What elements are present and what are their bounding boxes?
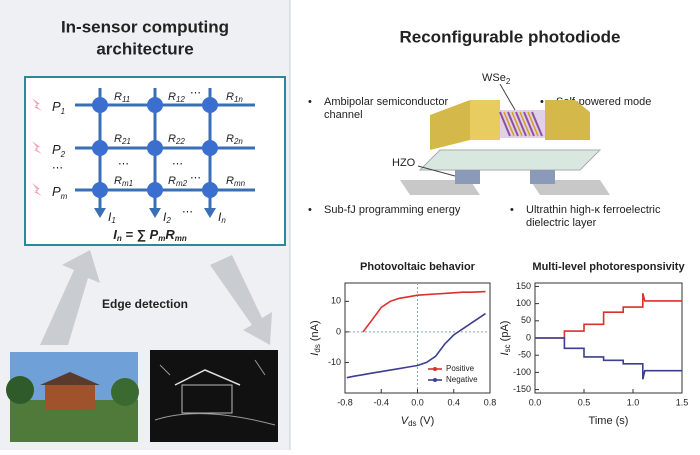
- weight-label: R1n: [226, 91, 243, 104]
- x-tick-label: -0.8: [337, 397, 353, 407]
- title: Reconfigurable photodiode: [400, 27, 621, 46]
- x-tick-label: 0.5: [578, 397, 591, 407]
- y-tick-label: 100: [516, 298, 531, 308]
- x-tick-label: 0.0: [529, 397, 542, 407]
- ellipsis: ⋯: [182, 206, 193, 218]
- caption: Edge detection: [102, 297, 188, 311]
- series-line: [535, 293, 682, 339]
- weight-label: R21: [114, 133, 131, 146]
- x-axis-label-sub: ds: [408, 419, 416, 428]
- ellipsis: ⋯: [118, 158, 129, 170]
- ellipsis: ⋯: [190, 87, 201, 99]
- nodes: [92, 97, 218, 198]
- x-axis-label-symbol: Time (s): [589, 415, 629, 427]
- x-tick-label: 0.4: [447, 397, 460, 407]
- feature: channel: [324, 109, 363, 121]
- y-tick-label: -10: [328, 357, 341, 367]
- right-panel: [290, 0, 700, 450]
- equation: In = ∑ PmRmn: [113, 227, 187, 243]
- y-tick-label: -150: [513, 384, 531, 394]
- ellipsis: ⋯: [52, 162, 63, 174]
- leader: [499, 83, 516, 111]
- feature: Sub-fJ programming energy: [324, 204, 461, 216]
- leader: [417, 165, 456, 177]
- y-axis-label-symbol: I: [499, 352, 511, 355]
- legend-label: Negative: [446, 375, 478, 384]
- arrow: [40, 250, 100, 345]
- light-icons: [32, 98, 42, 196]
- series-line: [535, 337, 682, 380]
- feature: dielectric layer: [526, 217, 597, 229]
- bullet: •: [308, 96, 312, 108]
- legend-marker: [433, 378, 437, 382]
- ellipsis: ⋯: [172, 158, 183, 170]
- title: In-sensor computing: [61, 17, 229, 36]
- photo-edges: [150, 350, 278, 442]
- y-axis-label-unit: (pA): [499, 321, 511, 345]
- output-label: I2: [163, 210, 171, 225]
- y-axis-label: Ids (nA): [309, 320, 322, 355]
- x-tick-label: 1.5: [676, 397, 689, 407]
- y-axis-label-unit: (nA): [309, 320, 321, 344]
- weight-label: Rm1: [114, 175, 133, 188]
- weight-label: Rmn: [226, 175, 246, 188]
- y-axis-label-symbol: I: [309, 353, 321, 356]
- y-tick-label: 50: [521, 315, 531, 325]
- y-axis-label: Isc (pA): [499, 321, 512, 356]
- legend-marker: [433, 367, 437, 371]
- weight-label: R22: [168, 133, 185, 146]
- x-tick-label: -0.4: [373, 397, 389, 407]
- x-axis-label-unit: (V): [417, 415, 435, 427]
- input-label: P1: [52, 99, 65, 116]
- bullet: •: [510, 204, 514, 216]
- device-schematic: [400, 100, 610, 195]
- dielectric-label: HZO: [392, 157, 416, 169]
- photo-original: [6, 352, 139, 442]
- feature: Ultrathin high-κ ferroelectric: [526, 204, 661, 216]
- series-line: [346, 312, 486, 379]
- material-label: WSe2: [482, 72, 511, 86]
- bullet: •: [540, 96, 544, 108]
- input-label: P2: [52, 142, 66, 159]
- title: architecture: [96, 39, 193, 58]
- y-tick-label: -100: [513, 367, 531, 377]
- legend-label: Positive: [446, 364, 475, 373]
- x-axis-label: Vds (V): [401, 415, 435, 428]
- output-label: I1: [108, 210, 116, 225]
- y-tick-label: 150: [516, 281, 531, 291]
- weight-label: R2n: [226, 133, 243, 146]
- arrow: [210, 255, 272, 345]
- x-axis-label: Time (s): [589, 415, 629, 427]
- x-tick-label: 1.0: [627, 397, 640, 407]
- weight-labels: R11 R12 R1n R21 R22 R2n Rm1 Rm2 Rmn: [114, 91, 246, 188]
- chart-title: Photovoltaic behavior: [360, 261, 476, 273]
- y-tick-label: 10: [331, 296, 341, 306]
- weight-label: R11: [114, 91, 130, 104]
- y-axis-label-sub: ds: [313, 344, 322, 352]
- input-label: Pm: [52, 184, 68, 201]
- ellipsis: ⋯: [190, 172, 201, 184]
- weight-label: Rm2: [168, 175, 188, 188]
- y-axis-label-sub: sc: [503, 344, 512, 352]
- x-axis-label-symbol: V: [401, 415, 410, 427]
- y-tick-label: 0: [336, 326, 341, 336]
- feature: Ambipolar semiconductor: [324, 96, 448, 108]
- bullet: •: [308, 204, 312, 216]
- arrowheads: [94, 208, 216, 218]
- chart-title: Multi-level photoresponsivity: [532, 261, 685, 273]
- y-tick-label: -50: [518, 350, 531, 360]
- x-tick-label: 0.8: [484, 397, 497, 407]
- series-line: [362, 290, 486, 333]
- output-label: In: [218, 210, 226, 225]
- x-tick-label: 0.0: [411, 397, 424, 407]
- weight-label: R12: [168, 91, 185, 104]
- y-tick-label: 0: [526, 332, 531, 342]
